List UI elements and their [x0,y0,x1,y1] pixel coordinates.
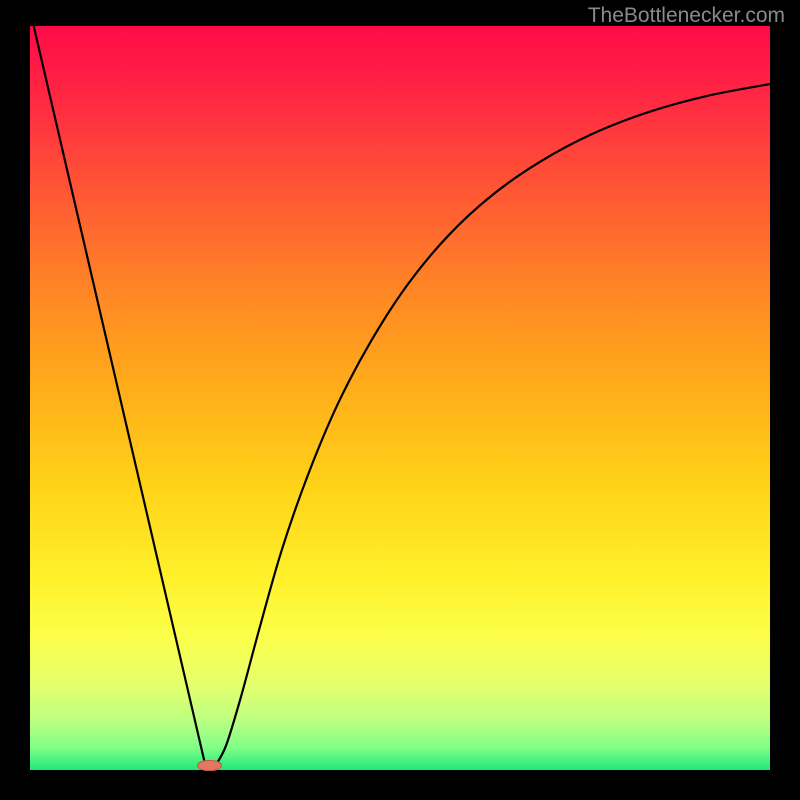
curve-right-branch [215,84,770,766]
bottleneck-curve [30,26,770,770]
plot-area [30,26,770,770]
attribution-text: TheBottlenecker.com [588,4,785,28]
chart-container: TheBottlenecker.com [0,0,800,800]
curve-left-branch [34,26,206,766]
